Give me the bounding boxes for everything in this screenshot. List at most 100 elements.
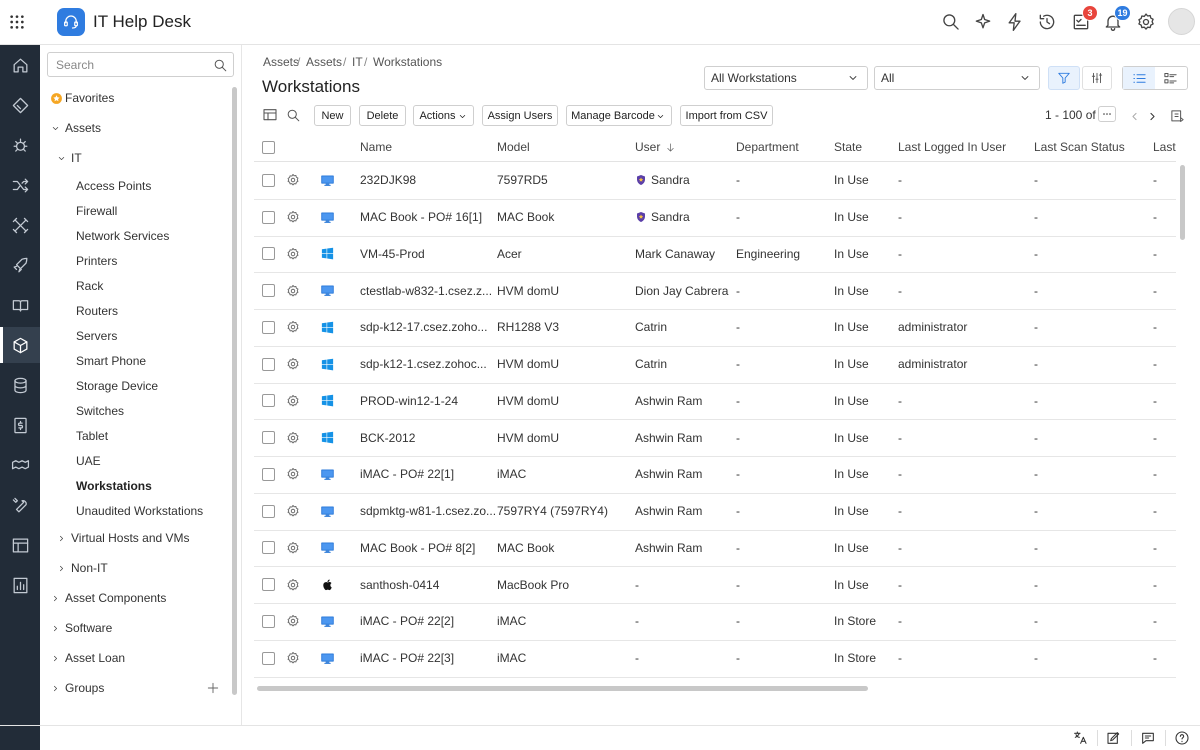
breadcrumb-item[interactable]: Assets <box>263 55 300 69</box>
tree-expander[interactable] <box>50 653 61 664</box>
tree-item[interactable]: Asset Loan <box>65 651 126 665</box>
tree-item[interactable]: Software <box>65 621 113 635</box>
rail-icon[interactable] <box>11 216 30 235</box>
export-icon[interactable] <box>1170 109 1185 124</box>
table-cell[interactable]: ctestlab-w832-1.csez.z... <box>360 283 493 298</box>
breadcrumb-item[interactable]: IT <box>352 55 363 69</box>
toolbar-button[interactable]: New <box>314 105 351 126</box>
row-settings[interactable] <box>286 394 300 408</box>
toolbar-button[interactable]: Manage Barcode <box>566 105 672 126</box>
bottom-icon[interactable] <box>1072 730 1088 746</box>
toolbar-button[interactable]: Actions <box>413 105 474 126</box>
row-checkbox[interactable] <box>262 431 275 445</box>
column-header[interactable]: Last <box>1153 140 1176 154</box>
tree-item[interactable]: Printers <box>76 254 118 268</box>
rail-icon[interactable] <box>11 536 30 555</box>
row-checkbox[interactable] <box>262 173 275 187</box>
row-settings[interactable] <box>286 431 300 445</box>
column-header[interactable]: Model <box>497 140 530 154</box>
tree-expander[interactable] <box>56 153 67 164</box>
row-checkbox[interactable] <box>262 394 275 408</box>
table-cell[interactable]: santhosh-0414 <box>360 577 440 592</box>
tree-expander[interactable] <box>56 563 67 574</box>
table-cell[interactable]: MAC Book - PO# 8[2] <box>360 540 476 555</box>
row-settings[interactable] <box>286 210 300 224</box>
table-cell[interactable]: iMAC - PO# 22[1] <box>360 467 455 482</box>
row-settings[interactable] <box>286 284 300 298</box>
table-cell[interactable]: iMAC - PO# 22[3] <box>360 651 455 666</box>
table-cell[interactable]: BCK-2012 <box>360 430 416 445</box>
column-header[interactable]: Last Scan Status <box>1034 140 1125 154</box>
tree-item[interactable]: Routers <box>76 304 119 318</box>
row-checkbox[interactable] <box>262 247 275 261</box>
table-cell[interactable]: PROD-win12-1-24 <box>360 393 459 408</box>
tree-item[interactable]: Favorites <box>65 91 115 105</box>
tree-item[interactable]: Firewall <box>76 204 118 218</box>
prev-page[interactable] <box>1127 109 1142 124</box>
app-grid-icon[interactable] <box>9 14 25 30</box>
tree-item[interactable]: Groups <box>65 681 105 695</box>
table-cell[interactable]: VM-45-Prod <box>360 246 425 261</box>
tree-expander[interactable] <box>50 623 61 634</box>
table-cell[interactable]: sdp-k12-1.csez.zohoc... <box>360 357 487 372</box>
bottom-icon[interactable] <box>1106 730 1122 746</box>
rail-icon[interactable] <box>11 336 30 355</box>
row-settings[interactable] <box>286 504 300 518</box>
table-cell[interactable]: sdp-k12-17.csez.zoho... <box>360 320 488 335</box>
toolbar-button[interactable]: Assign Users <box>482 105 558 126</box>
column-header[interactable]: Last Logged In User <box>898 140 1007 154</box>
bottom-icon[interactable] <box>1140 730 1156 746</box>
tree-item[interactable]: Asset Components <box>65 591 167 605</box>
user-avatar[interactable] <box>1168 8 1195 35</box>
next-page[interactable] <box>1145 109 1160 124</box>
column-header[interactable]: State <box>834 140 863 154</box>
bottom-icon[interactable] <box>1174 730 1190 746</box>
tree-item[interactable]: Rack <box>76 279 104 293</box>
list-view-icon[interactable] <box>1132 71 1147 86</box>
rail-icon[interactable] <box>11 136 30 155</box>
rail-icon[interactable] <box>11 96 30 115</box>
column-header[interactable]: Department <box>736 140 799 154</box>
column-settings[interactable] <box>1082 66 1112 90</box>
row-settings[interactable] <box>286 467 300 481</box>
table-cell[interactable]: 232DJK98 <box>360 173 417 188</box>
rail-icon[interactable] <box>11 296 30 315</box>
row-settings[interactable] <box>286 173 300 187</box>
row-checkbox[interactable] <box>262 320 275 334</box>
tree-item[interactable]: Servers <box>76 329 118 343</box>
rail-icon[interactable] <box>11 56 30 75</box>
rail-icon[interactable] <box>11 176 30 195</box>
row-settings[interactable] <box>286 651 300 665</box>
tree-expander[interactable] <box>50 593 61 604</box>
header-history[interactable] <box>1037 12 1057 32</box>
rail-icon[interactable] <box>11 456 30 475</box>
toolbar-button[interactable]: Delete <box>359 105 406 126</box>
row-settings[interactable] <box>286 541 300 555</box>
tree-item[interactable]: Non-IT <box>71 561 108 575</box>
row-checkbox[interactable] <box>262 578 275 592</box>
rail-icon[interactable] <box>11 416 30 435</box>
tree-item[interactable]: Access Points <box>76 179 152 193</box>
table-search[interactable] <box>286 108 301 123</box>
tree-item[interactable]: Assets <box>65 121 102 135</box>
row-checkbox[interactable] <box>262 504 275 518</box>
table-cell[interactable]: iMAC - PO# 22[2] <box>360 614 455 629</box>
breadcrumb-item[interactable]: Assets <box>306 55 343 69</box>
row-checkbox[interactable] <box>262 284 275 298</box>
tree-item[interactable]: IT <box>71 151 82 165</box>
tree-expander[interactable] <box>50 683 61 694</box>
header-quick-actions[interactable] <box>1005 12 1025 32</box>
table-cell[interactable]: sdpmktg-w81-1.csez.zo... <box>360 504 497 519</box>
tree-item[interactable]: Switches <box>76 404 125 418</box>
toolbar-button[interactable]: Import from CSV <box>680 105 773 126</box>
tree-expander[interactable] <box>50 123 61 134</box>
filter-dropdown[interactable]: All <box>874 66 1040 90</box>
header-ai[interactable] <box>973 12 993 32</box>
row-checkbox[interactable] <box>262 651 275 665</box>
header-search[interactable] <box>941 12 961 32</box>
add-group[interactable] <box>206 681 220 695</box>
rail-icon[interactable] <box>11 496 30 515</box>
column-header[interactable]: User <box>635 140 661 154</box>
pagination-more[interactable] <box>1098 106 1116 122</box>
row-settings[interactable] <box>286 578 300 592</box>
